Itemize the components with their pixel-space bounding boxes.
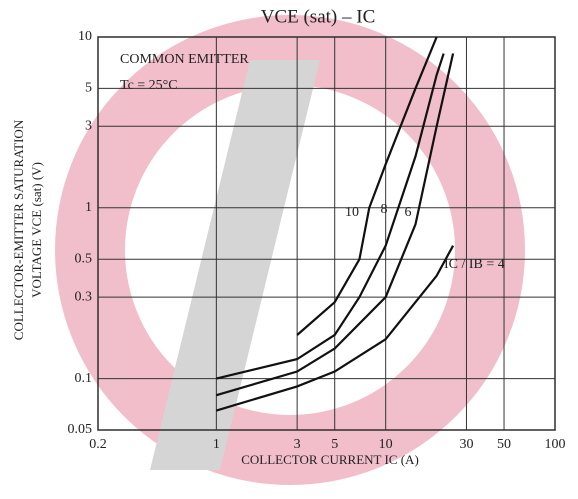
x-tick-label: 1 [213, 437, 220, 452]
series-label: 6 [405, 205, 412, 220]
y-axis-label: VOLTAGE VCE (sat) (V) [29, 162, 44, 298]
series-label: 8 [381, 202, 388, 217]
y-tick-label: 0.05 [68, 422, 93, 437]
y-tick-label: 0.3 [75, 289, 93, 304]
y-tick-label: 10 [78, 29, 92, 44]
annotation: COMMON EMITTER [120, 52, 249, 67]
y-tick-label: 1 [85, 200, 92, 215]
series-label: 10 [345, 205, 359, 220]
x-tick-label: 50 [497, 437, 511, 452]
x-tick-label: 30 [459, 437, 473, 452]
curve [216, 53, 455, 397]
curve [296, 36, 438, 336]
y-tick-label: 0.5 [75, 251, 93, 266]
x-tick-label: 0.2 [89, 437, 107, 452]
chart-title: VCE (sat) – IC [261, 6, 376, 27]
annotation: Tc = 25°C [120, 78, 178, 93]
y-axis-label: COLLECTOR-EMITTER SATURATION [11, 119, 26, 340]
series-label: IC / IB = 4 [444, 257, 505, 272]
y-tick-label: 5 [85, 81, 92, 96]
x-tick-label: 5 [331, 437, 338, 452]
curve [216, 53, 445, 380]
y-tick-label: 3 [85, 119, 92, 134]
watermark [55, 15, 525, 485]
x-tick-label: 100 [545, 437, 566, 452]
x-tick-label: 10 [379, 437, 393, 452]
y-tick-label: 0.1 [75, 371, 93, 386]
x-axis-label: COLLECTOR CURRENT IC (A) [241, 452, 419, 467]
x-tick-label: 3 [294, 437, 301, 452]
curve [216, 245, 455, 412]
